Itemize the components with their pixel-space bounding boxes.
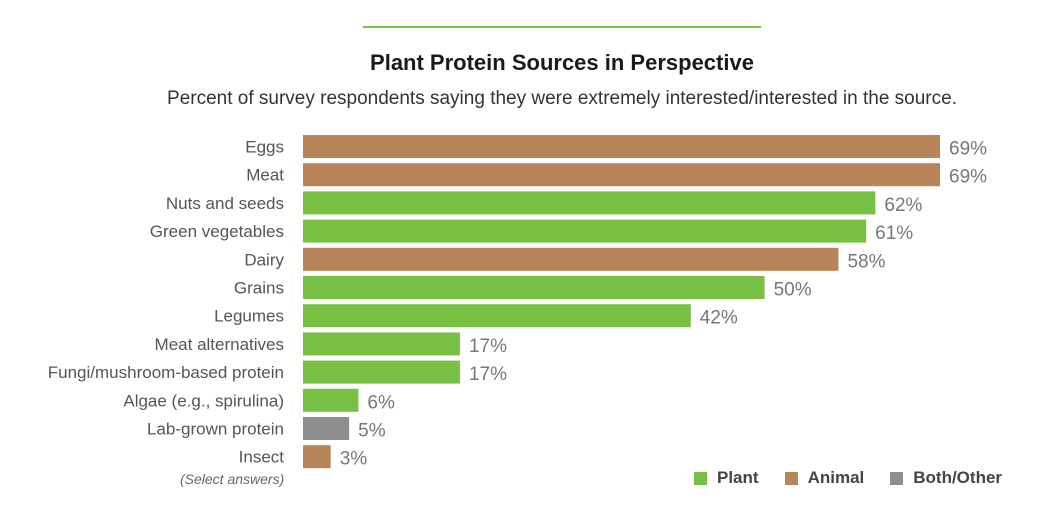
chart-title: Plant Protein Sources in Perspective	[370, 50, 754, 75]
category-label-algae-e-g-spirulina: Algae (e.g., spirulina)	[123, 391, 284, 410]
category-label-meat-alternatives: Meat alternatives	[155, 335, 284, 354]
bar-green-vegetables	[303, 219, 867, 243]
legend-item-plant: Plant	[694, 468, 759, 488]
value-label-insect: 3%	[340, 449, 368, 470]
value-label-grains: 50%	[774, 280, 812, 301]
bar-nuts-and-seeds	[303, 191, 876, 215]
title-accent-line	[363, 26, 761, 28]
legend-swatch-plant	[694, 471, 707, 485]
value-label-algae-e-g-spirulina: 6%	[367, 392, 395, 413]
value-label-lab-grown-protein: 5%	[358, 421, 386, 442]
chart-note: (Select answers)	[180, 471, 285, 487]
bar-eggs	[303, 135, 940, 158]
value-label-eggs: 69%	[949, 139, 987, 160]
category-label-eggs: Eggs	[245, 138, 284, 157]
category-label-insect: Insect	[239, 448, 285, 467]
bar-fungi-mushroom-based-protein	[303, 360, 460, 384]
chart-legend: Plant Animal Both/Other	[694, 468, 1028, 488]
legend-item-animal: Animal	[784, 468, 865, 488]
category-label-nuts-and-seeds: Nuts and seeds	[166, 194, 284, 213]
bar-meat-alternatives	[303, 332, 460, 356]
category-label-meat: Meat	[246, 166, 284, 185]
value-label-meat-alternatives: 17%	[469, 336, 507, 357]
category-label-fungi-mushroom-based-protein: Fungi/mushroom-based protein	[48, 363, 284, 382]
value-label-legumes: 42%	[700, 308, 738, 329]
value-label-fungi-mushroom-based-protein: 17%	[469, 364, 507, 385]
legend-label-plant: Plant	[717, 468, 759, 487]
bar-lab-grown-protein	[303, 417, 350, 440]
bar-grains	[303, 276, 765, 299]
legend-label-animal: Animal	[807, 468, 865, 487]
value-label-green-vegetables: 61%	[875, 223, 913, 244]
category-label-legumes: Legumes	[214, 307, 284, 326]
bar-dairy	[303, 247, 839, 271]
legend-item-both-other: Both/Other	[890, 468, 1002, 488]
bar-legumes	[303, 304, 691, 328]
value-label-dairy: 58%	[847, 251, 885, 272]
bar-insect	[303, 445, 331, 469]
category-label-grains: Grains	[234, 279, 284, 298]
legend-swatch-animal	[784, 471, 798, 485]
category-label-dairy: Dairy	[244, 250, 284, 269]
legend-swatch-both-other	[890, 471, 904, 485]
legend-label-both-other: Both/Other	[913, 468, 1003, 487]
chart-subtitle: Percent of survey respondents saying the…	[167, 88, 957, 109]
category-label-lab-grown-protein: Lab-grown protein	[147, 420, 284, 439]
value-label-nuts-and-seeds: 62%	[884, 195, 922, 216]
value-label-meat: 69%	[949, 167, 987, 188]
bar-meat	[303, 163, 940, 187]
bar-algae-e-g-spirulina	[303, 388, 359, 412]
category-label-green-vegetables: Green vegetables	[150, 222, 284, 241]
